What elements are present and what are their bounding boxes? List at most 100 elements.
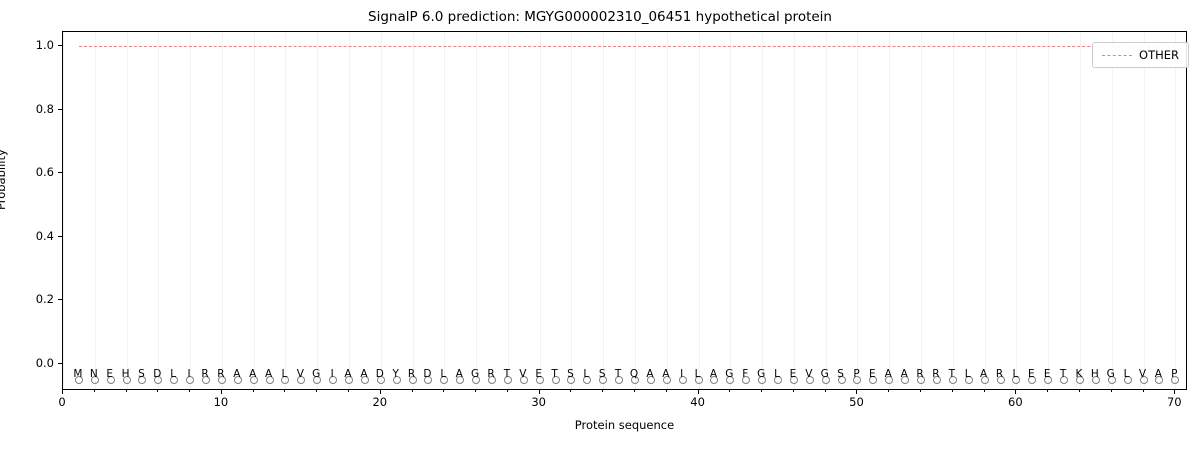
sequence-residue: V	[805, 368, 813, 380]
gridline-x	[412, 32, 414, 389]
gridline-x	[857, 32, 859, 389]
sequence-marker	[1139, 375, 1148, 384]
x-tick-minor	[252, 390, 254, 393]
x-tick-label: 40	[690, 395, 705, 409]
other-probability-line	[78, 46, 1176, 48]
y-tick	[58, 108, 62, 110]
sequence-residue: T	[614, 368, 622, 380]
gridline-x	[635, 32, 637, 389]
sequence-residue: G	[1106, 368, 1115, 380]
sequence-residue: F	[742, 368, 749, 380]
sequence-marker	[488, 375, 497, 384]
sequence-marker	[615, 375, 624, 384]
sequence-residue: Q	[629, 368, 639, 380]
gridline-x	[190, 32, 192, 389]
gridline-x	[952, 32, 954, 389]
sequence-residue: V	[296, 368, 304, 380]
sequence-marker	[901, 375, 910, 384]
gridline-x	[730, 32, 732, 389]
sequence-marker	[837, 375, 846, 384]
sequence-marker	[233, 375, 242, 384]
x-tick-minor	[634, 390, 636, 393]
sequence-marker	[376, 375, 385, 384]
x-tick-label: 10	[213, 395, 229, 409]
sequence-residue: L	[170, 368, 177, 380]
sequence-residue: P	[1171, 368, 1178, 380]
sequence-marker	[186, 375, 195, 384]
gridline-x	[1175, 32, 1177, 389]
sequence-marker	[408, 375, 417, 384]
sequence-residue: L	[694, 368, 701, 380]
x-tick-label: 60	[1008, 395, 1023, 409]
sequence-marker	[1060, 375, 1069, 384]
sequence-residue: L	[440, 368, 447, 380]
sequence-marker	[980, 375, 989, 384]
sequence-residue: I	[187, 368, 191, 380]
sequence-residue: S	[598, 368, 606, 380]
sequence-marker	[964, 375, 973, 384]
x-tick-minor	[761, 390, 763, 393]
x-tick	[379, 390, 381, 394]
x-tick-minor	[824, 390, 826, 393]
x-tick-minor	[189, 390, 191, 393]
sequence-residue: R	[201, 368, 209, 380]
x-tick-minor	[1047, 390, 1049, 393]
sequence-marker	[170, 375, 179, 384]
sequence-residue: L	[281, 368, 288, 380]
x-tick-minor	[443, 390, 445, 393]
sequence-marker	[567, 375, 576, 384]
sequence-marker	[1012, 375, 1021, 384]
gridline-x	[571, 32, 573, 389]
gridline-x	[444, 32, 446, 389]
y-tick	[58, 45, 62, 47]
sequence-residue: A	[455, 368, 463, 380]
x-tick	[62, 390, 63, 394]
gridline-x	[666, 32, 668, 389]
sequence-marker	[1107, 375, 1116, 384]
sequence-residue: L	[583, 368, 590, 380]
gridline-x	[317, 32, 319, 389]
sequence-residue: A	[900, 368, 908, 380]
x-tick-minor	[792, 390, 794, 393]
sequence-residue: G	[757, 368, 766, 380]
sequence-marker	[122, 375, 131, 384]
sequence-marker	[1044, 375, 1053, 384]
sequence-residue: S	[138, 368, 145, 380]
sequence-marker	[345, 375, 354, 384]
sequence-marker	[503, 375, 512, 384]
sequence-marker	[1123, 375, 1132, 384]
sequence-marker	[297, 375, 306, 384]
sequence-residue: V	[1138, 368, 1147, 380]
gridline-x	[1143, 32, 1145, 389]
sequence-marker	[631, 375, 640, 384]
sequence-marker	[710, 375, 719, 384]
sequence-residue: S	[567, 368, 574, 380]
sequence-marker	[1075, 375, 1084, 384]
x-tick-minor	[411, 390, 413, 393]
sequence-residue: L	[774, 368, 780, 380]
gridline-x	[921, 32, 923, 389]
sequence-marker	[138, 375, 147, 384]
x-tick-label: 20	[372, 395, 388, 409]
sequence-residue: E	[535, 368, 543, 380]
gridline-x	[253, 32, 255, 389]
sequence-residue: A	[662, 368, 670, 380]
sequence-marker	[313, 375, 322, 384]
sequence-marker	[694, 375, 703, 384]
sequence-residue: V	[519, 368, 527, 380]
x-tick-minor	[157, 390, 159, 393]
x-tick-minor	[888, 390, 890, 393]
sequence-marker	[758, 375, 767, 384]
gridline-x	[158, 32, 160, 389]
sequence-marker	[742, 375, 751, 384]
sequence-residue: R	[407, 368, 416, 380]
sequence-residue: G	[725, 368, 734, 380]
sequence-marker	[1028, 375, 1037, 384]
x-tick	[1015, 390, 1017, 394]
x-tick-minor	[1110, 390, 1112, 393]
sequence-marker	[106, 375, 115, 384]
x-tick	[220, 390, 222, 394]
sequence-residue: A	[233, 368, 241, 380]
sequence-residue: A	[646, 368, 654, 380]
